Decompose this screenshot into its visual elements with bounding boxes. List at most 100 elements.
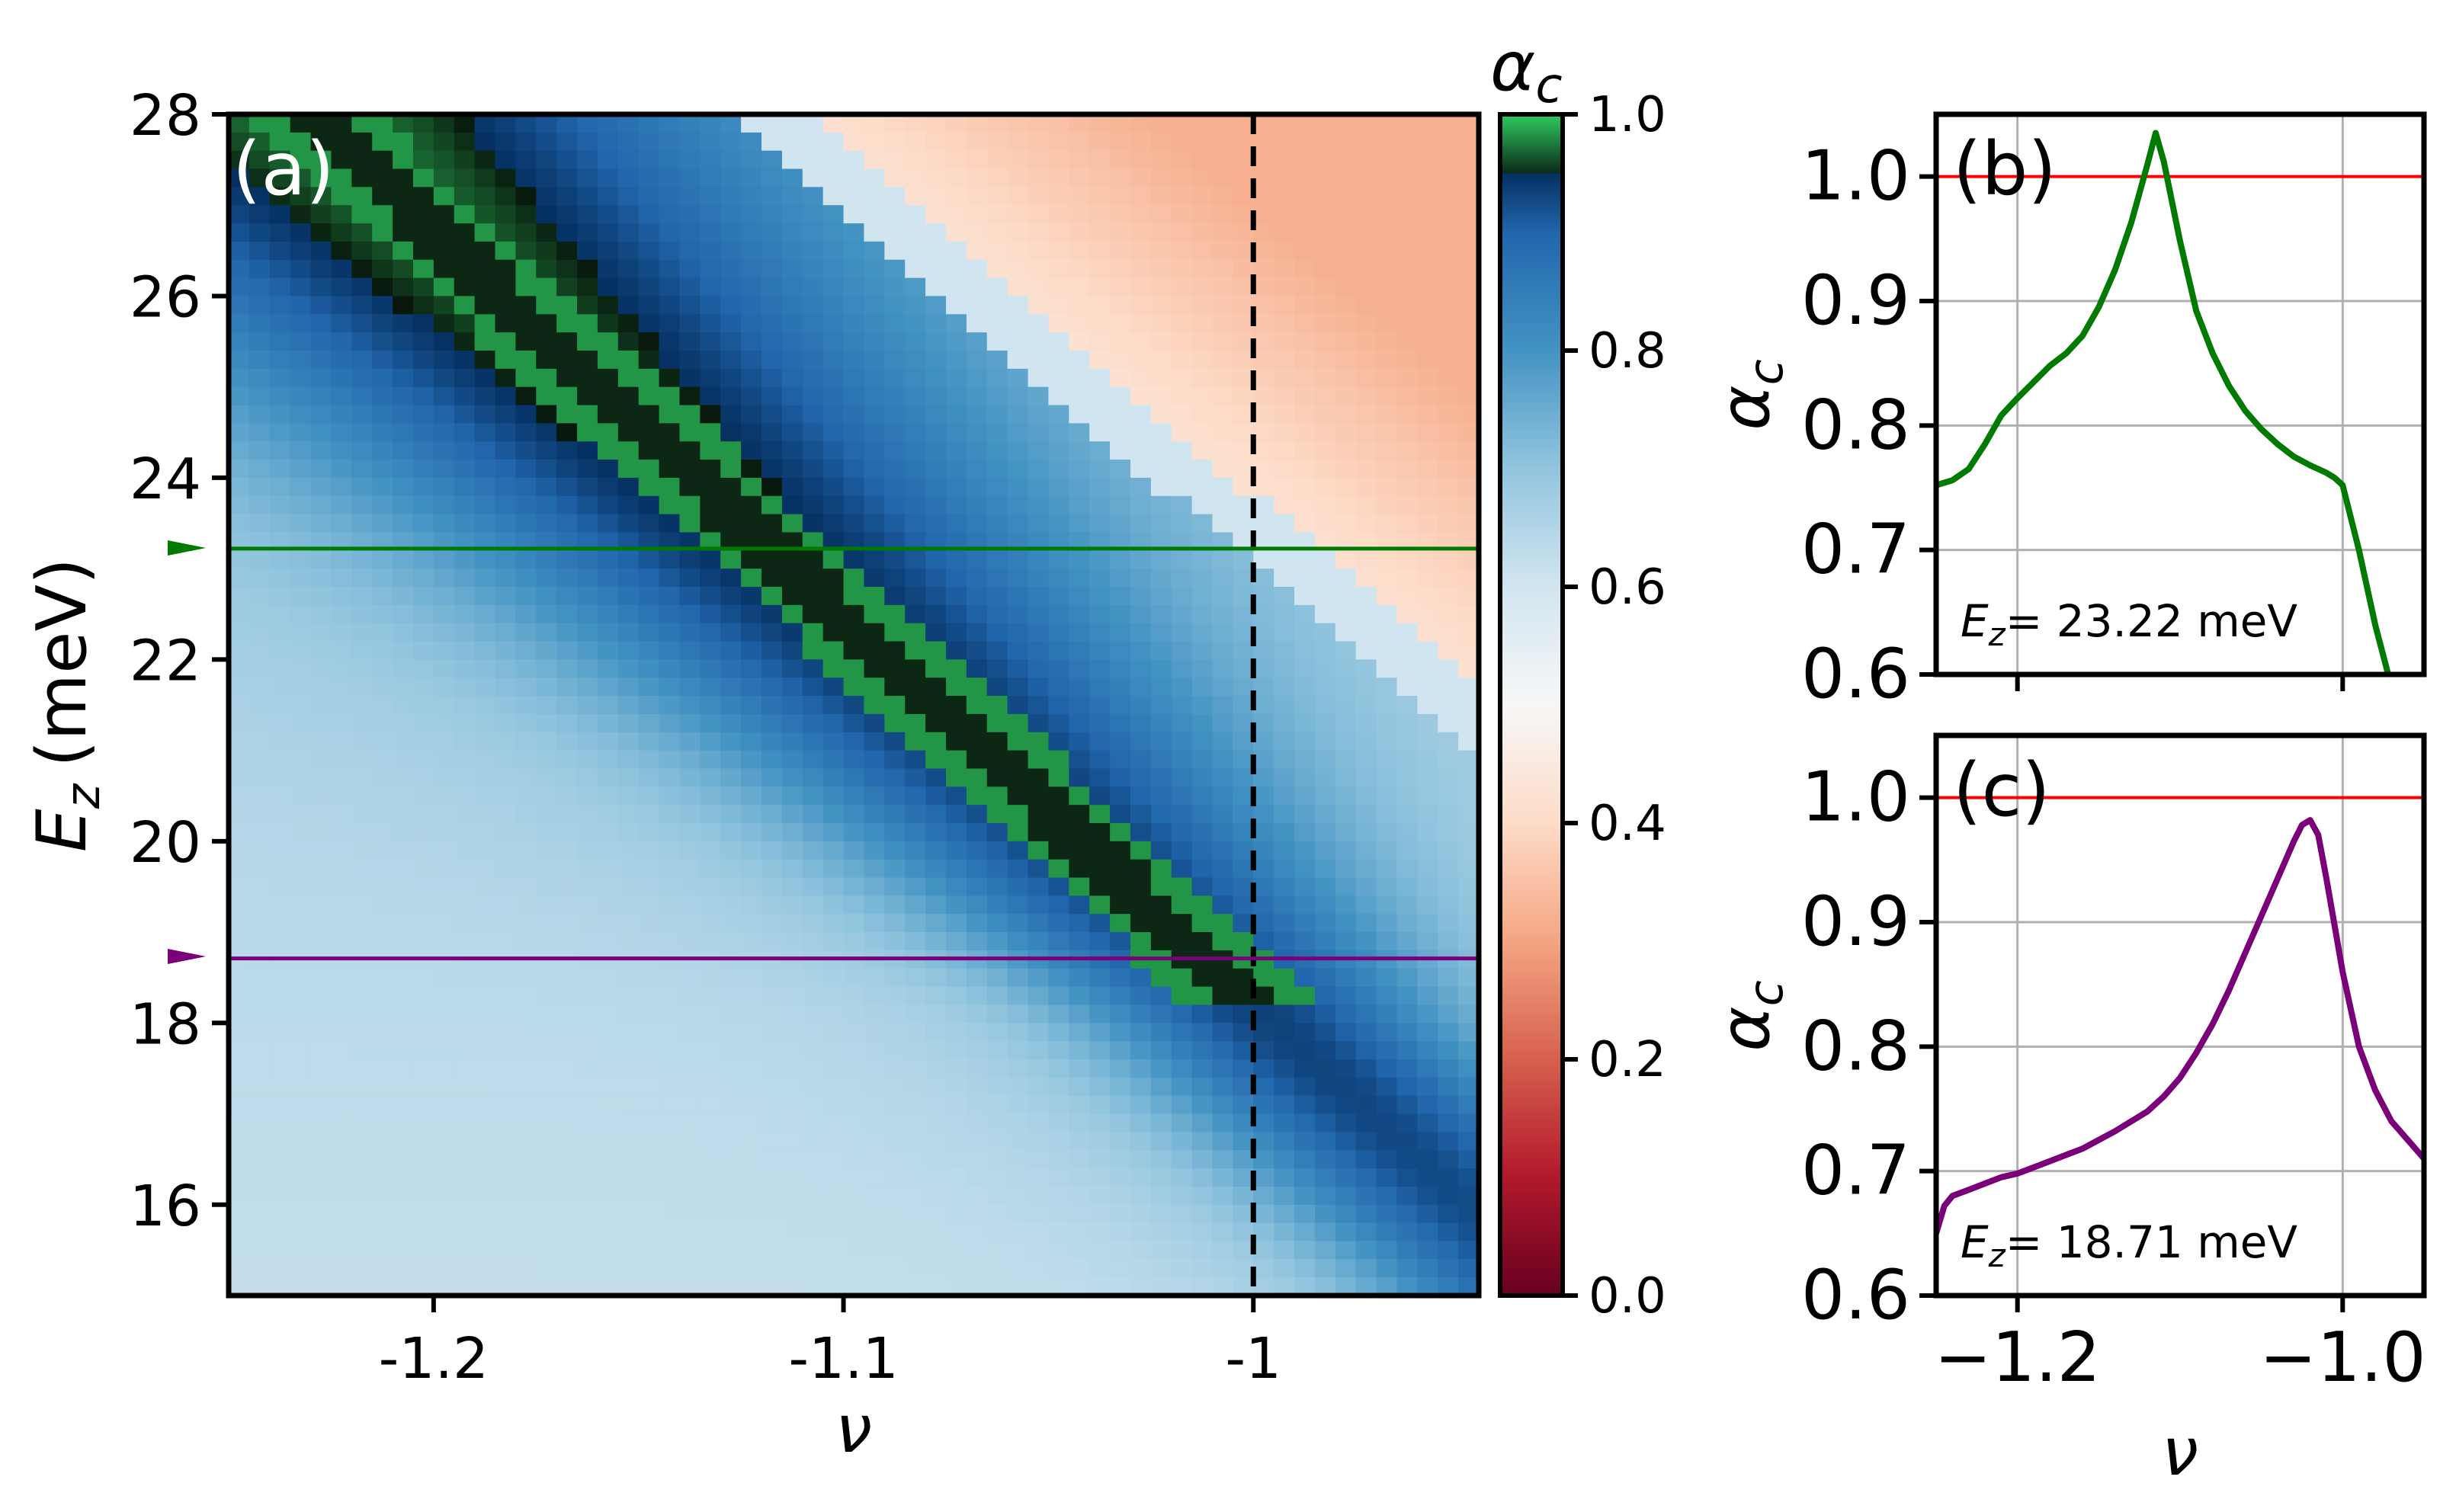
heatmap-cell	[843, 1204, 865, 1224]
heatmap-cell	[781, 641, 803, 661]
heatmap-cell	[1150, 423, 1172, 443]
heatmap-cell	[1335, 1059, 1357, 1078]
heatmap-cell	[1274, 1150, 1295, 1169]
heatmap-cell	[577, 514, 598, 533]
heatmap-cell	[495, 659, 517, 679]
heatmap-cell	[495, 696, 517, 715]
heatmap-cell	[393, 1004, 414, 1024]
heatmap-cell	[720, 786, 742, 806]
heatmap-cell	[495, 968, 517, 988]
heatmap-cell	[802, 732, 824, 751]
heatmap-cell	[1396, 441, 1419, 460]
heatmap-cell	[1150, 405, 1172, 424]
heatmap-cell	[1355, 460, 1377, 479]
heatmap-cell	[372, 678, 393, 697]
heatmap-cell	[1212, 569, 1234, 588]
heatmap-cell	[474, 1132, 496, 1152]
heatmap-cell	[577, 986, 598, 1006]
heatmap-cell	[1007, 1241, 1029, 1261]
heatmap-cell	[495, 1222, 517, 1242]
heatmap-cell	[1089, 1222, 1111, 1242]
heatmap-cell	[1233, 805, 1255, 824]
heatmap-cell	[659, 732, 681, 751]
heatmap-cell	[822, 659, 845, 679]
heatmap-cell	[536, 241, 557, 261]
heatmap-cell	[761, 986, 783, 1006]
heatmap-cell	[966, 351, 988, 370]
heatmap-cell	[741, 1132, 762, 1152]
heatmap-cell	[1048, 477, 1070, 497]
heatmap-cell	[1314, 1204, 1336, 1224]
heatmap-cell	[1150, 1132, 1172, 1152]
heatmap-cell	[495, 604, 517, 624]
heatmap-cell	[1458, 823, 1479, 842]
heatmap-cell	[474, 187, 496, 207]
heatmap-cell	[741, 1150, 762, 1169]
heatmap-cell	[1089, 205, 1111, 224]
heatmap-cell	[597, 1259, 619, 1278]
heatmap-cell	[1150, 132, 1172, 152]
heatmap-cell	[945, 423, 967, 443]
heatmap-cell	[1028, 1168, 1050, 1187]
heatmap-cell	[1396, 1204, 1419, 1224]
heatmap-cell	[248, 114, 271, 133]
heatmap-cell	[1314, 550, 1336, 569]
heatmap-cell	[1069, 1095, 1090, 1115]
heatmap-cell	[310, 1113, 332, 1133]
heatmap-cell	[720, 659, 742, 679]
heatmap-cell	[248, 205, 271, 224]
heatmap-cell	[1294, 132, 1316, 152]
heatmap-cell	[1048, 223, 1070, 242]
heatmap-cell	[1233, 351, 1255, 370]
heatmap-cell	[412, 259, 434, 279]
heatmap-cell	[1274, 1023, 1295, 1042]
heatmap-cell	[1294, 314, 1316, 333]
heatmap-cell	[864, 460, 886, 479]
heatmap-cell	[884, 678, 906, 697]
heatmap-cell	[577, 823, 598, 842]
heatmap-cell	[290, 623, 312, 642]
heatmap-cell	[1007, 223, 1029, 242]
heatmap-cell	[1212, 259, 1234, 279]
heatmap-cell	[1130, 441, 1152, 460]
heatmap-cell	[515, 386, 537, 406]
heatmap-cell	[269, 678, 291, 697]
heatmap-cell	[741, 477, 762, 497]
heatmap-cell	[905, 205, 926, 224]
heatmap-cell	[1110, 150, 1131, 170]
heatmap-cell	[393, 150, 414, 170]
heatmap-cell	[1069, 1041, 1090, 1060]
heatmap-cell	[597, 314, 619, 333]
heatmap-cell	[986, 968, 1008, 988]
heatmap-cell	[536, 1095, 557, 1115]
heatmap-cell	[1458, 986, 1479, 1006]
heatmap-cell	[905, 1259, 926, 1278]
heatmap-cell	[1314, 368, 1336, 388]
heatmap-cell	[864, 1150, 886, 1169]
heatmap-cell	[966, 1186, 988, 1206]
heatmap-cell	[495, 205, 517, 224]
heatmap-cell	[248, 1186, 271, 1206]
heatmap-cell	[679, 678, 701, 697]
heatmap-cell	[905, 587, 926, 606]
heatmap-cell	[905, 1204, 926, 1224]
heatmap-cell	[741, 514, 762, 533]
panel-c-xlabel: ν	[2162, 1414, 2198, 1491]
heatmap-cell	[1171, 859, 1193, 879]
heatmap-cell	[1007, 277, 1029, 297]
heatmap-cell	[1274, 805, 1295, 824]
heatmap-cell	[515, 1241, 537, 1261]
heatmap-cell	[577, 841, 598, 860]
heatmap-cell	[393, 732, 414, 751]
heatmap-cell	[556, 1222, 578, 1242]
heatmap-cell	[925, 168, 947, 188]
heatmap-cell	[638, 823, 660, 842]
heatmap-cell	[269, 895, 291, 915]
heatmap-cell	[1130, 678, 1152, 697]
heatmap-cell	[925, 732, 947, 751]
heatmap-cell	[229, 1259, 250, 1278]
heatmap-cell	[454, 986, 476, 1006]
heatmap-cell	[925, 241, 947, 261]
heatmap-cell	[1335, 823, 1357, 842]
heatmap-cell	[1417, 569, 1439, 588]
